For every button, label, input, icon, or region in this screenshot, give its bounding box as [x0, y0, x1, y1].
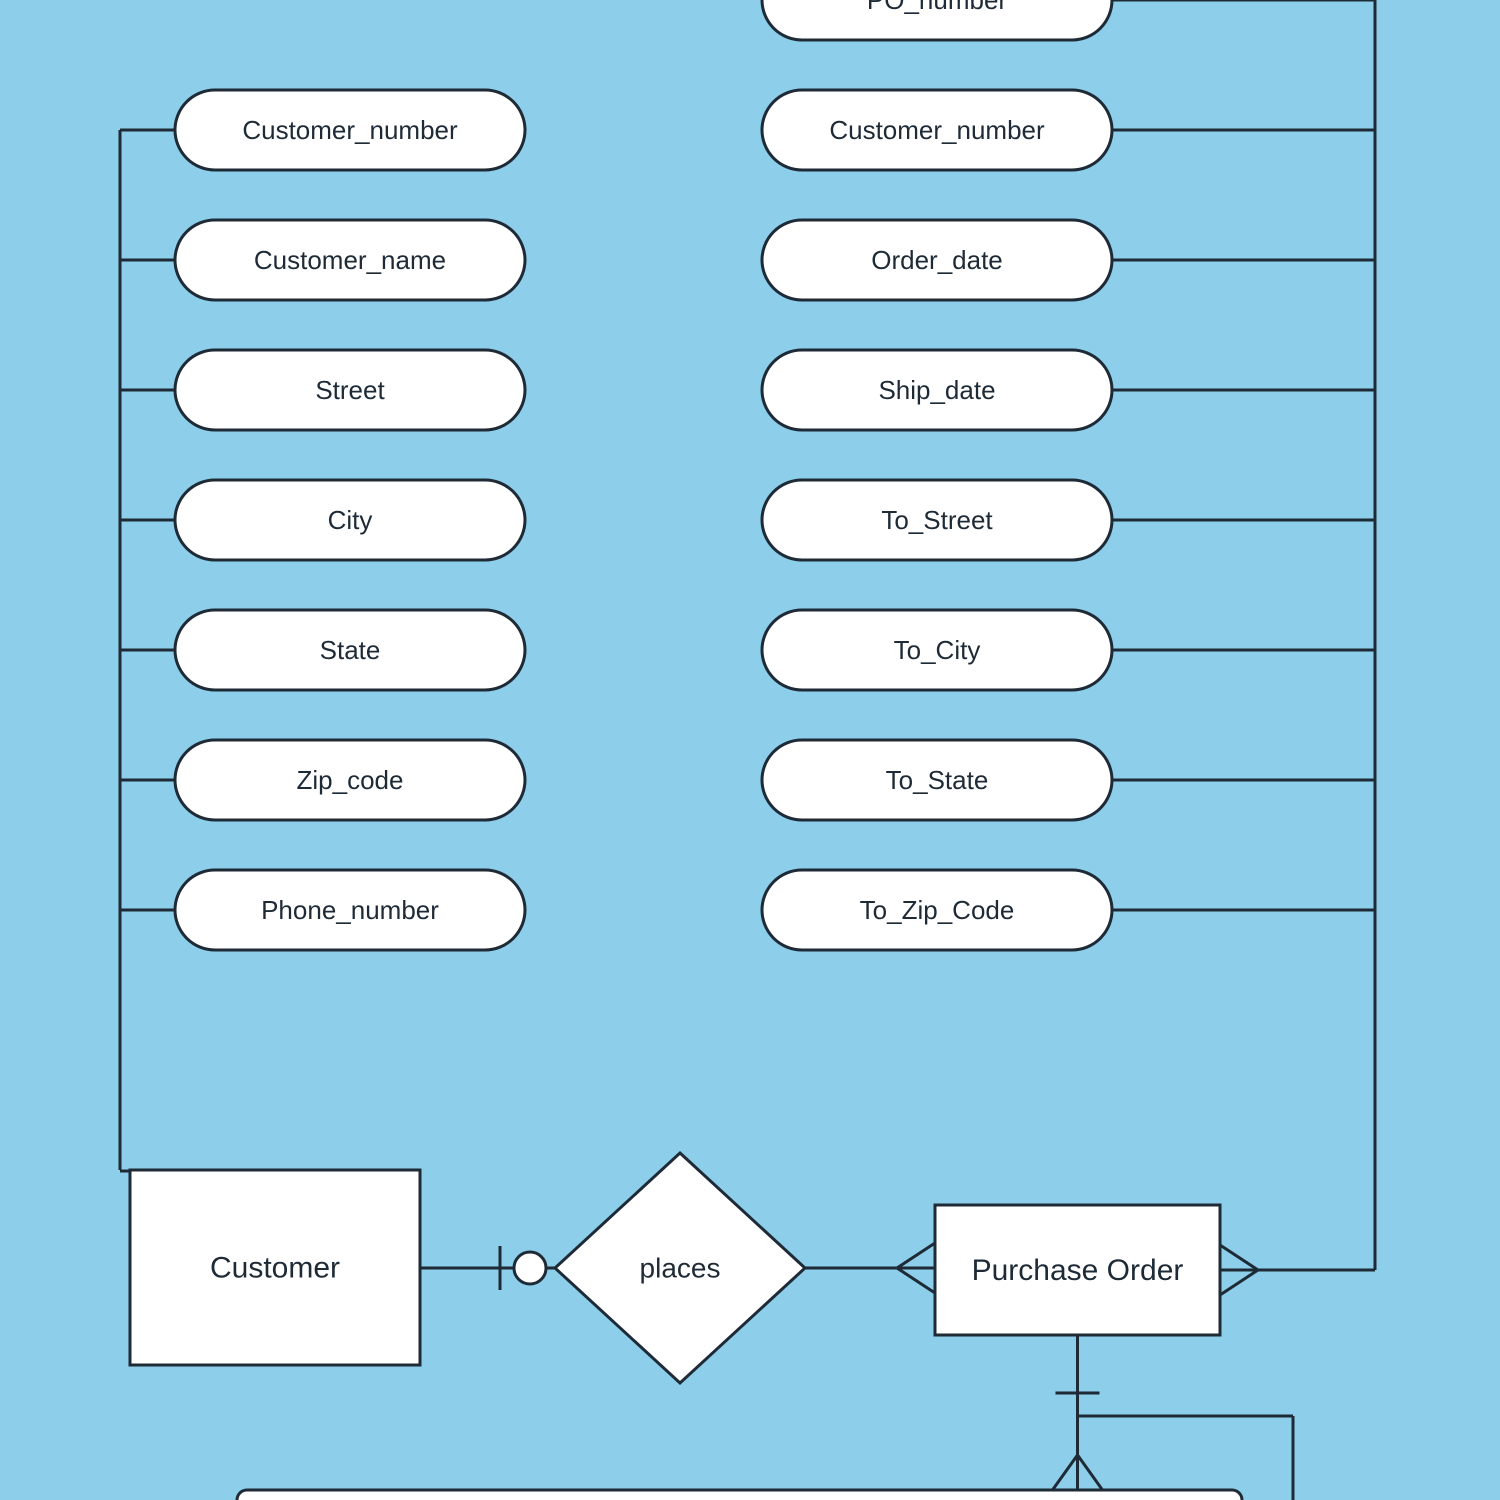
entity-cutoff [237, 1490, 1242, 1500]
attr-left-4-label: State [320, 635, 381, 665]
attr-right-0-label: PO_number [867, 0, 1008, 15]
attr-left-0-label: Customer_number [242, 115, 458, 145]
attr-right-3-label: Ship_date [878, 375, 995, 405]
attr-left-2-label: Street [315, 375, 385, 405]
entity-customer-label: Customer [210, 1251, 340, 1284]
attr-right-5-label: To_City [894, 635, 981, 665]
attr-left-5-label: Zip_code [297, 765, 404, 795]
attr-right-4-label: To_Street [881, 505, 993, 535]
attr-left-3-label: City [328, 505, 373, 535]
attr-left-1-label: Customer_name [254, 245, 446, 275]
attr-right-6-label: To_State [886, 765, 989, 795]
attr-right-2-label: Order_date [871, 245, 1003, 275]
relationship-places-label: places [640, 1252, 721, 1283]
entity-purchase-order-label: Purchase Order [972, 1254, 1184, 1287]
attr-left-6-label: Phone_number [261, 895, 439, 925]
attr-right-7-label: To_Zip_Code [860, 895, 1015, 925]
attr-right-1-label: Customer_number [829, 115, 1045, 145]
er-diagram: Customer_number Customer_name Street City St… [0, 0, 1500, 1500]
